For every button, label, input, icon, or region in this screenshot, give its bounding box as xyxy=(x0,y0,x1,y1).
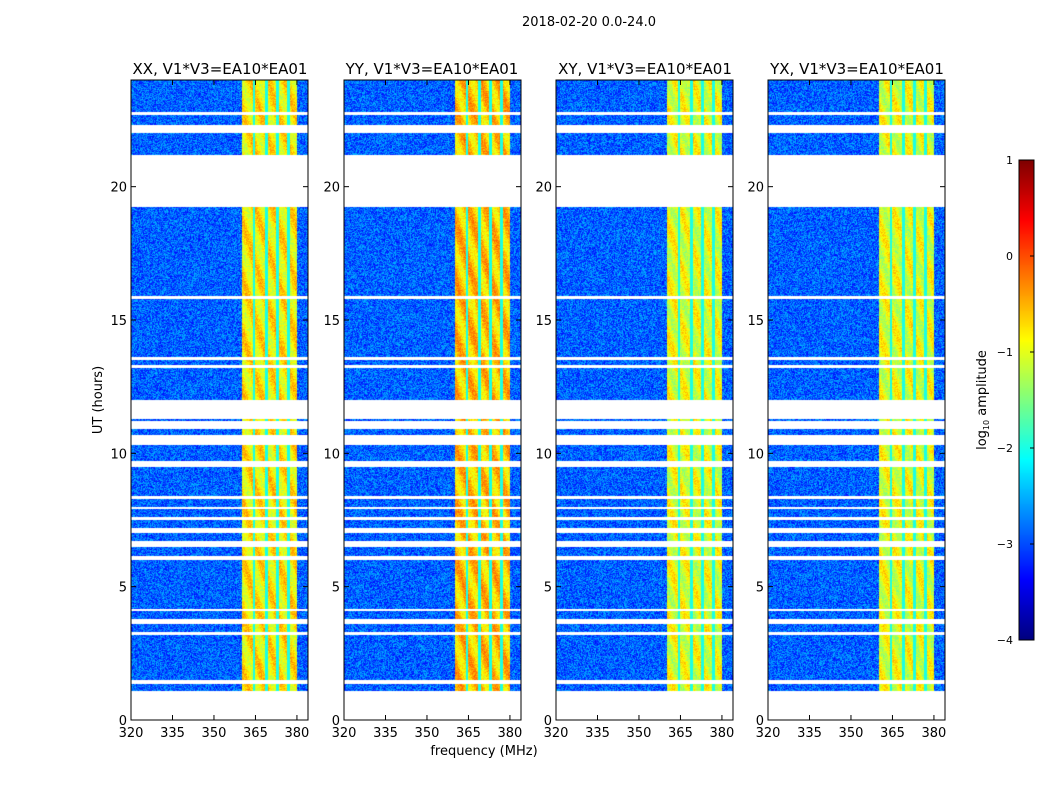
x-tick-label: 365 xyxy=(880,726,905,741)
x-tick-label: 365 xyxy=(668,726,693,741)
y-tick-label: 10 xyxy=(535,447,552,462)
y-tick-label: 5 xyxy=(544,581,552,596)
y-tick-label: 20 xyxy=(110,181,127,196)
y-tick-label: 15 xyxy=(535,314,552,329)
colorbar-tick-label: 0 xyxy=(1006,250,1013,263)
colorbar-tick-label: −1 xyxy=(997,346,1013,359)
y-tick-label: 20 xyxy=(323,181,340,196)
x-tick-label: 350 xyxy=(415,726,440,741)
colorbar-tick-label: −3 xyxy=(997,538,1013,551)
y-tick-label: 5 xyxy=(332,581,340,596)
x-tick-label: 335 xyxy=(160,726,185,741)
colorbar-tick-label: 1 xyxy=(1006,154,1013,167)
panel-title-yx: YX, V1*V3=EA10*EA01 xyxy=(769,60,944,78)
x-tick-label: 335 xyxy=(373,726,398,741)
x-tick-label: 320 xyxy=(544,726,569,741)
colorbar-gradient xyxy=(1019,160,1034,640)
y-tick-label: 15 xyxy=(323,314,340,329)
x-tick-label: 380 xyxy=(498,726,523,741)
plot-frame xyxy=(343,79,522,721)
plot-frame xyxy=(555,79,734,721)
colorbar-tick-label: −4 xyxy=(997,634,1013,647)
y-axis-label: UT (hours) xyxy=(91,366,106,434)
y-tick-label: 10 xyxy=(110,447,127,462)
waterfall-heatmap-yx xyxy=(768,80,945,720)
waterfall-heatmap-yy xyxy=(344,80,521,720)
plot-frame xyxy=(130,79,309,721)
y-tick-label: 20 xyxy=(535,181,552,196)
y-tick-label: 5 xyxy=(756,581,764,596)
y-tick-label: 0 xyxy=(756,714,764,729)
x-tick-label: 380 xyxy=(285,726,310,741)
x-tick-label: 380 xyxy=(710,726,735,741)
x-tick-label: 335 xyxy=(585,726,610,741)
panel-title-yy: YY, V1*V3=EA10*EA01 xyxy=(345,60,519,78)
plot-frame xyxy=(767,79,946,721)
x-axis-label: frequency (MHz) xyxy=(430,744,537,759)
y-tick-label: 0 xyxy=(544,714,552,729)
y-tick-label: 15 xyxy=(747,314,764,329)
panel-title-xy: XY, V1*V3=EA10*EA01 xyxy=(558,60,732,78)
x-tick-label: 380 xyxy=(922,726,947,741)
colorbar-label: log10 amplitude xyxy=(975,350,991,450)
panel-title-xx: XX, V1*V3=EA10*EA01 xyxy=(133,60,308,78)
colorbar-tick-label: −2 xyxy=(997,442,1013,455)
figure-title: 2018-02-20 0.0-24.0 xyxy=(522,15,656,30)
colorbar-frame xyxy=(1018,159,1035,641)
x-tick-label: 365 xyxy=(456,726,481,741)
x-tick-label: 335 xyxy=(797,726,822,741)
y-tick-label: 10 xyxy=(323,447,340,462)
y-tick-label: 15 xyxy=(110,314,127,329)
y-tick-label: 20 xyxy=(747,181,764,196)
x-tick-label: 350 xyxy=(202,726,227,741)
waterfall-heatmap-xx xyxy=(131,80,308,720)
x-tick-label: 350 xyxy=(839,726,864,741)
y-tick-label: 10 xyxy=(747,447,764,462)
x-tick-label: 320 xyxy=(756,726,781,741)
x-tick-label: 320 xyxy=(332,726,357,741)
y-tick-label: 0 xyxy=(119,714,127,729)
x-tick-label: 320 xyxy=(119,726,144,741)
waterfall-heatmap-xy xyxy=(556,80,733,720)
y-tick-label: 5 xyxy=(119,581,127,596)
x-tick-label: 365 xyxy=(243,726,268,741)
x-tick-label: 350 xyxy=(627,726,652,741)
y-tick-label: 0 xyxy=(332,714,340,729)
